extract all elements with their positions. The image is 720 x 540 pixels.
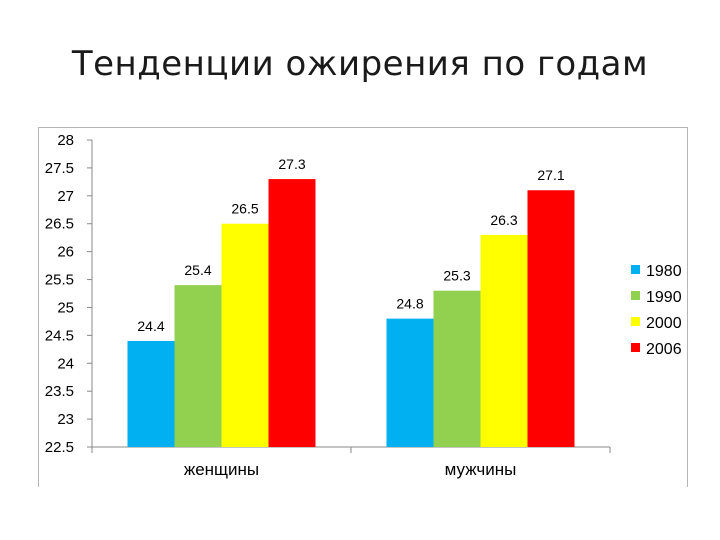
y-tick-label: 27.5 [45,160,74,177]
y-tick-label: 25.5 [45,272,74,289]
data-label: 25.3 [443,268,470,284]
y-tick-label: 26.5 [45,216,74,233]
bar [433,290,481,447]
data-label: 27.1 [537,167,564,183]
y-tick-label: 24 [57,355,74,372]
data-label: 26.3 [490,212,517,228]
data-label: 26.5 [231,201,258,217]
bar [221,223,269,447]
y-tick-label: 25 [57,299,74,316]
y-tick-label: 23 [57,411,74,428]
bar [527,190,575,447]
legend-label: 2006 [646,341,682,358]
legend-label: 2000 [646,315,682,332]
y-tick-label: 26 [57,244,74,261]
bar [386,318,434,447]
chart-frame [38,127,688,487]
legend-swatch [631,317,640,326]
legend-label: 1990 [646,289,682,306]
data-label: 25.4 [184,262,211,278]
y-tick-label: 28 [57,132,74,149]
data-label: 24.4 [137,318,164,334]
bar [480,234,528,447]
data-label: 24.8 [396,296,423,312]
slide-title: Тенденции ожирения по годам [71,44,649,84]
category-label: женщины [184,460,259,479]
bar [268,179,316,447]
y-tick-label: 22.5 [45,439,74,456]
y-tick-label: 23.5 [45,383,74,400]
legend-label: 1980 [646,263,682,280]
bar [127,340,175,447]
legend-swatch [631,265,640,274]
y-tick-label: 27 [57,188,74,205]
data-label: 27.3 [278,156,305,172]
y-tick-label: 24.5 [45,327,74,344]
bar [174,285,222,447]
legend-swatch [631,291,640,300]
legend-swatch [631,343,640,352]
category-label: мужчины [445,460,517,479]
